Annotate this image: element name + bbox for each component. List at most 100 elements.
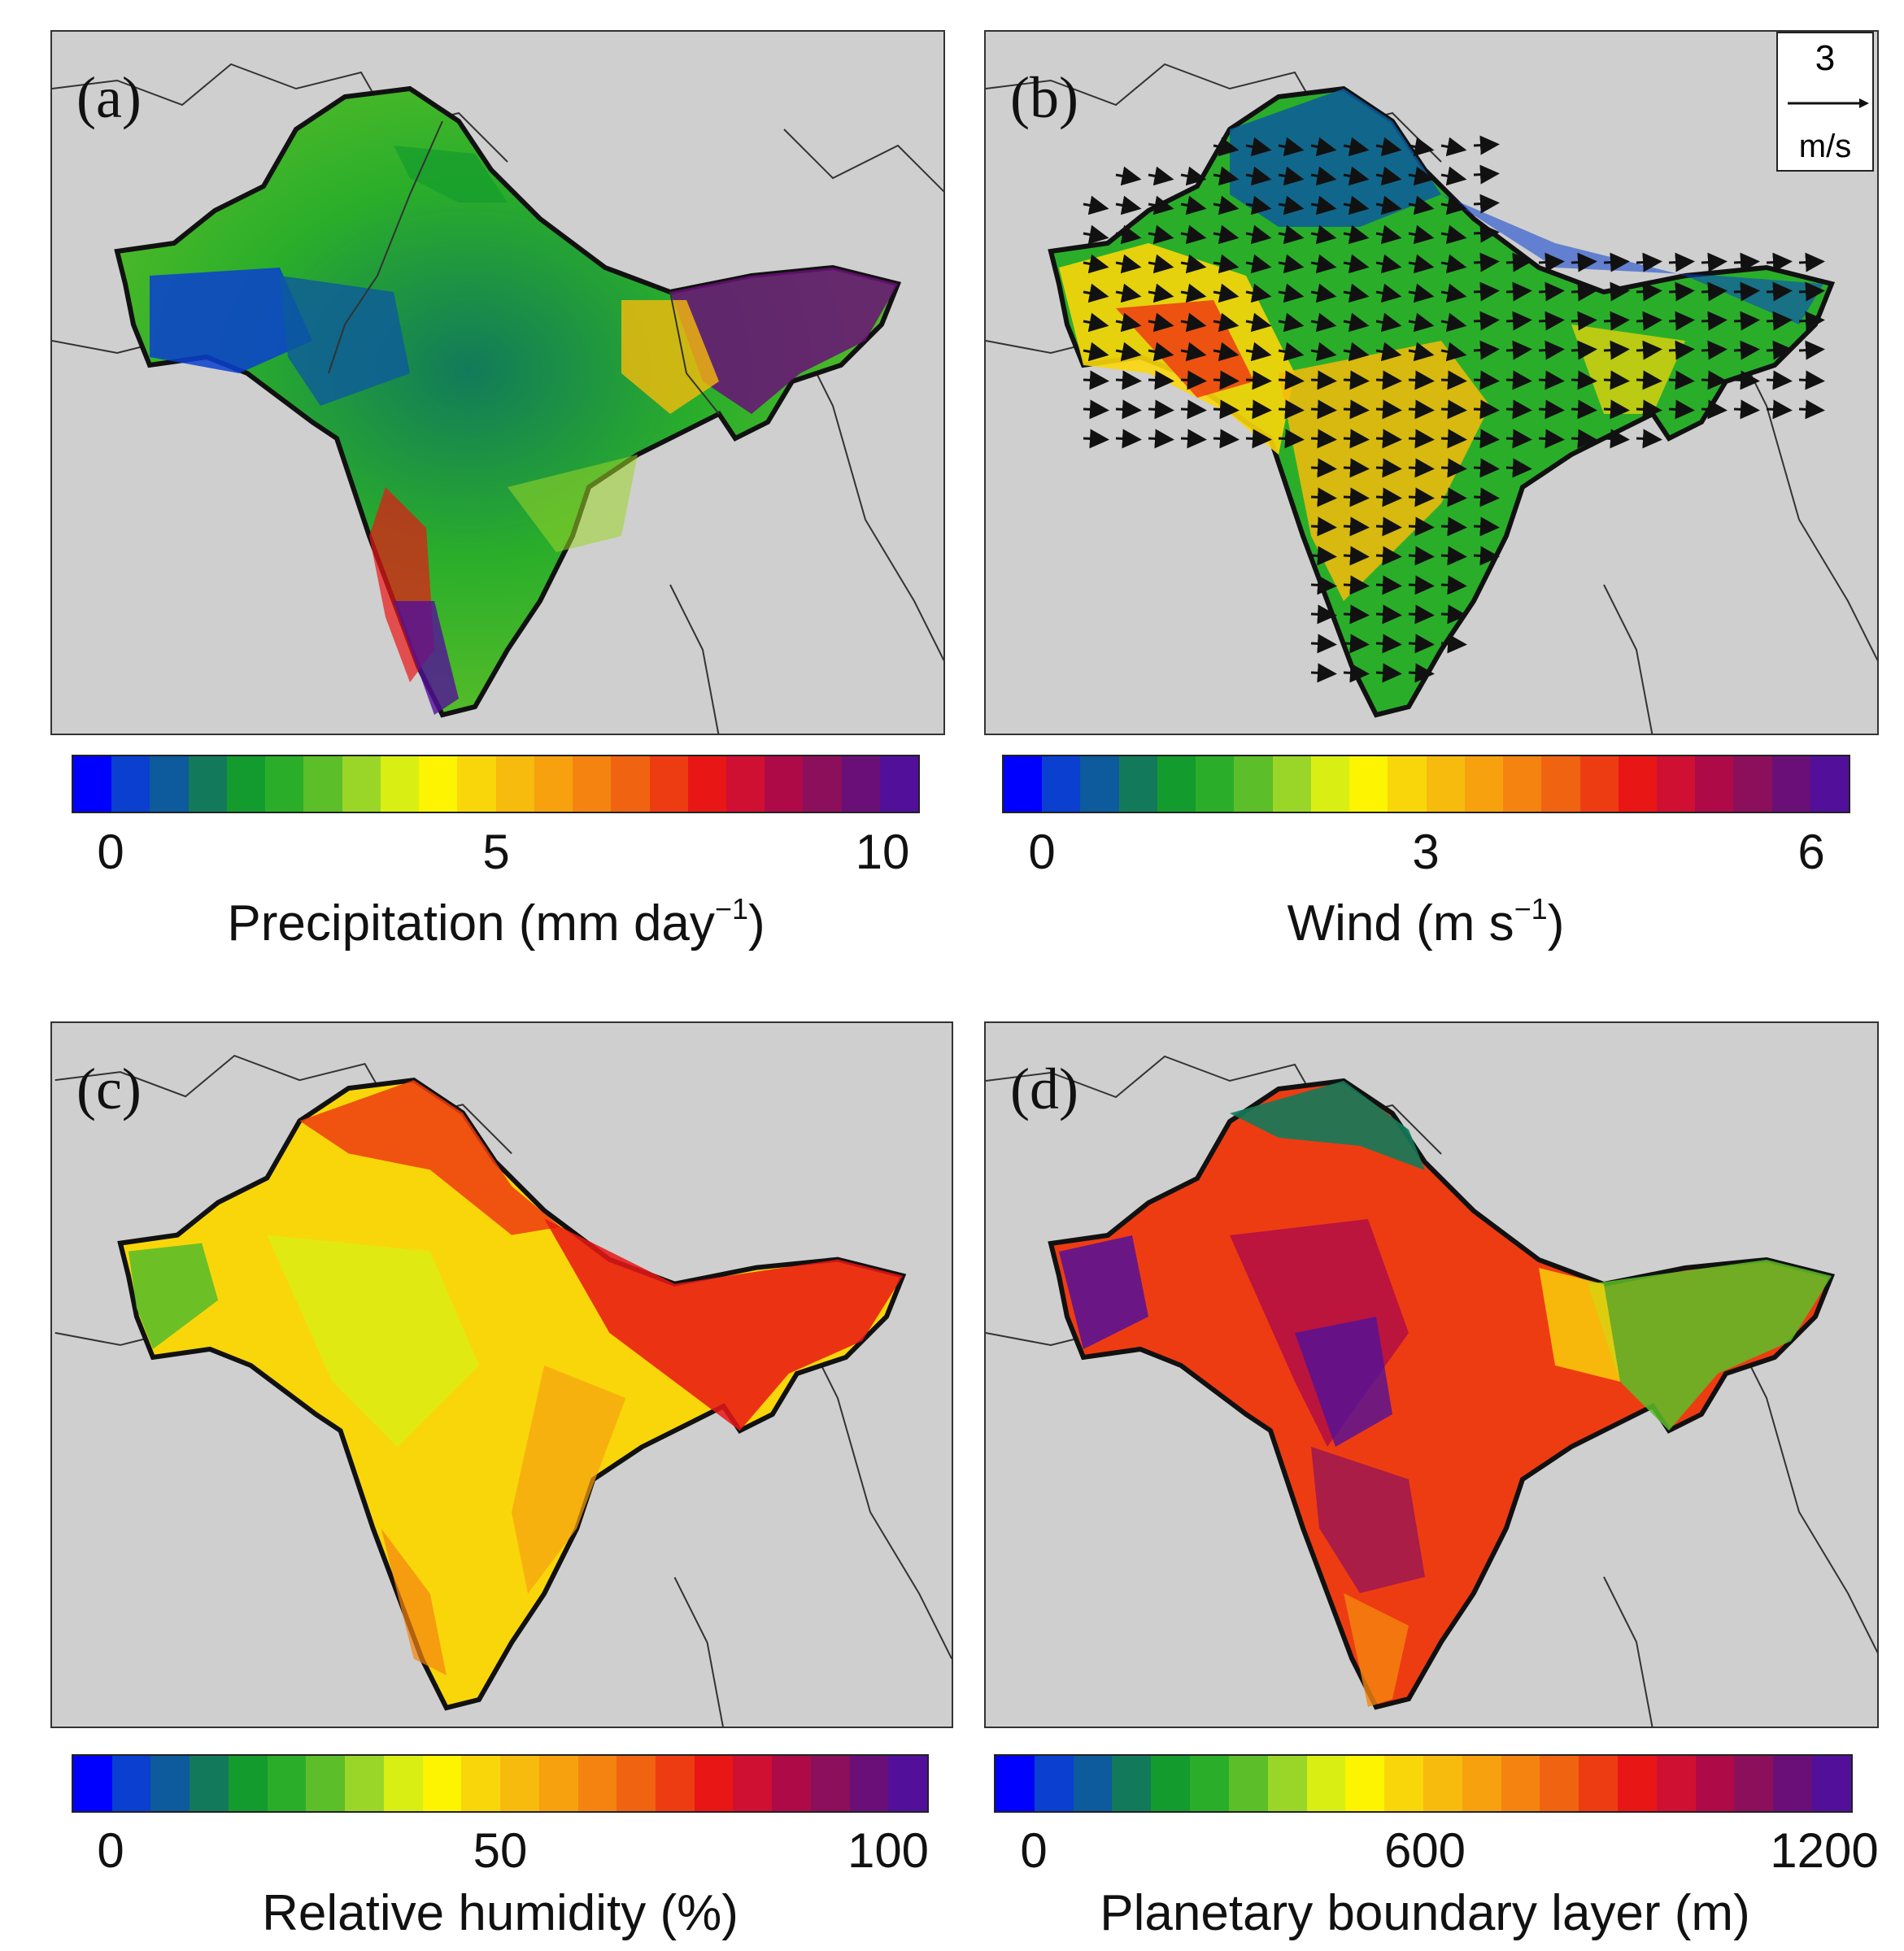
- colorbar-segment: [687, 756, 726, 812]
- colorbar-segment: [733, 1756, 773, 1811]
- wind-arrow: [1440, 224, 1467, 245]
- colorbar-segment: [841, 756, 880, 812]
- wind-arrow: [1408, 166, 1435, 186]
- wind-arrow: [1538, 399, 1565, 420]
- wind-arrow: [1213, 312, 1240, 333]
- map-c-svg: [54, 1054, 952, 1727]
- wind-arrow: [1440, 254, 1467, 274]
- wind-arrow: [1278, 137, 1305, 157]
- wind-arrow: [1636, 340, 1662, 360]
- wind-arrow: [1505, 281, 1532, 302]
- wind-arrow: [1083, 283, 1109, 303]
- wind-arrow: [1538, 370, 1565, 390]
- wind-arrow: [1375, 604, 1402, 625]
- colorbar-d-tick-min: 0: [1020, 1823, 1048, 1878]
- wind-arrow: [1440, 342, 1467, 362]
- wind-arrow: [1440, 546, 1467, 566]
- wind-arrow: [1343, 224, 1370, 245]
- colorbar-segment: [345, 1756, 384, 1811]
- colorbar-segment: [1112, 1756, 1152, 1811]
- wind-arrow: [1245, 399, 1272, 420]
- wind-arrow: [1473, 311, 1500, 331]
- colorbar-segment: [1810, 756, 1850, 812]
- wind-arrow: [1245, 429, 1272, 449]
- wind-arrow: [1375, 283, 1402, 303]
- colorbar-segment: [577, 1756, 617, 1811]
- colorbar-segment: [265, 756, 304, 812]
- colorbar-segment: [1540, 1756, 1579, 1811]
- wind-arrow: [1180, 166, 1207, 186]
- wind-arrow: [1343, 195, 1370, 216]
- wind-arrow: [1571, 370, 1597, 390]
- wind-arrow: [1408, 399, 1435, 420]
- wind-arrow: [1505, 370, 1532, 390]
- colorbar-segment: [1423, 1756, 1462, 1811]
- wind-arrow: [1115, 312, 1142, 333]
- wind-arrow: [1343, 487, 1370, 507]
- wind-arrow: [1343, 370, 1370, 390]
- wind-arrow: [1766, 340, 1793, 360]
- colorbar-relative-humidity: [72, 1754, 929, 1813]
- wind-arrow: [1408, 283, 1435, 303]
- colorbar-segment: [226, 756, 266, 812]
- subcontinent-shape-a: [114, 85, 902, 718]
- map-panel-c: (c): [50, 1021, 953, 1728]
- wind-arrow: [1571, 399, 1597, 420]
- wind-reference-unit: m/s: [1798, 128, 1852, 164]
- wind-arrow: [1278, 283, 1305, 303]
- wind-arrow: [1733, 252, 1760, 272]
- colorbar-segment: [1151, 1756, 1191, 1811]
- colorbar-segment: [111, 756, 150, 812]
- wind-arrow: [1213, 195, 1240, 216]
- wind-arrow: [1505, 429, 1532, 449]
- colorbar-segment: [1388, 756, 1427, 812]
- wind-arrow: [1408, 195, 1435, 216]
- colorbar-segment: [422, 1756, 462, 1811]
- wind-arrow: [1213, 254, 1240, 274]
- colorbar-segment: [1733, 756, 1772, 812]
- wind-arrow: [1473, 135, 1500, 155]
- wind-arrow: [1343, 546, 1370, 566]
- wind-arrow: [1375, 399, 1402, 420]
- colorbar-b-tick-max: 6: [1797, 825, 1825, 879]
- colorbar-segment: [303, 756, 342, 812]
- wind-arrow: [1701, 399, 1728, 420]
- wind-arrow: [1343, 604, 1370, 625]
- wind-arrow: [1083, 370, 1109, 390]
- colorbar-segment: [1157, 756, 1196, 812]
- colorbar-segment: [1656, 1756, 1696, 1811]
- colorbar-segment: [617, 1756, 656, 1811]
- colorbar-segment: [573, 756, 612, 812]
- colorbar-segment: [1345, 1756, 1385, 1811]
- wind-arrow: [1278, 342, 1305, 362]
- colorbar-d-title: Planetary boundary layer (m): [1100, 1885, 1750, 1941]
- wind-arrow: [1440, 399, 1467, 420]
- wind-arrow: [1310, 283, 1337, 303]
- wind-arrow: [1083, 312, 1109, 333]
- wind-arrow: [1473, 340, 1500, 360]
- colorbar-segment: [1306, 1756, 1346, 1811]
- wind-arrow: [1245, 166, 1272, 186]
- wind-arrow: [1733, 311, 1760, 331]
- wind-arrow: [1148, 429, 1174, 449]
- colorbar-segment: [1503, 756, 1542, 812]
- wind-arrow: [1213, 342, 1240, 362]
- wind-arrow: [1278, 195, 1305, 216]
- colorbar-segment: [73, 756, 112, 812]
- colorbar-segment: [1042, 756, 1081, 812]
- wind-arrow: [1343, 166, 1370, 186]
- colorbar-segment: [534, 756, 573, 812]
- colorbar-segment: [111, 1756, 151, 1811]
- wind-arrow: [1408, 546, 1435, 566]
- colorbar-segment: [1501, 1756, 1540, 1811]
- colorbar-segment: [849, 1756, 889, 1811]
- wind-arrow: [1473, 281, 1500, 302]
- colorbar-c-tick-mid: 50: [473, 1823, 528, 1878]
- wind-arrow: [1375, 166, 1402, 186]
- wind-arrow: [1701, 340, 1728, 360]
- colorbar-a-tick-min: 0: [97, 825, 124, 879]
- colorbar-c-tick-min: 0: [97, 1823, 124, 1878]
- wind-arrow: [1213, 166, 1240, 186]
- wind-arrow: [1310, 342, 1337, 362]
- wind-arrow: [1473, 399, 1500, 420]
